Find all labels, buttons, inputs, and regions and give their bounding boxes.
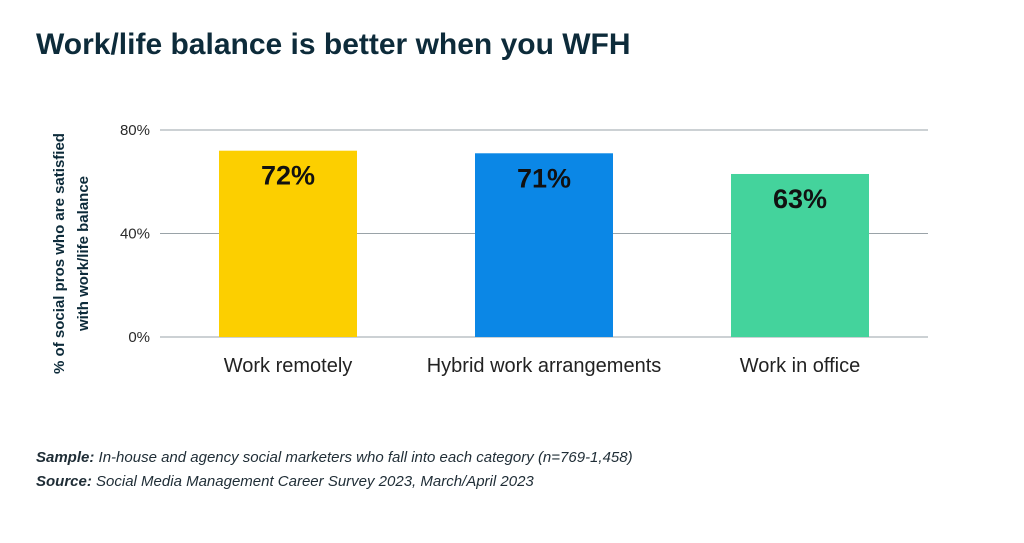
value-labels: 72% 71% 63%: [261, 161, 827, 214]
source-label: Source:: [36, 473, 92, 490]
category-label: Work remotely: [224, 355, 353, 377]
bar: [731, 173, 869, 337]
y-axis-label: % of social pros who are satisfied with w…: [51, 133, 92, 374]
chart-notes: Sample: In-house and agency social marke…: [36, 446, 633, 494]
x-tick-labels: Work remotely Hybrid work arrangements Wor…: [224, 355, 860, 377]
y-tick-label: 40%: [120, 226, 150, 243]
y-axis-label-line: with work/life balance: [75, 176, 92, 332]
y-tick-label: 80%: [120, 122, 150, 139]
y-tick-label: 0%: [128, 329, 150, 346]
bar: [219, 150, 357, 337]
category-label: Work in office: [740, 355, 860, 377]
category-label: Hybrid work arrangements: [427, 355, 662, 377]
bars: [219, 150, 869, 337]
bar-value-label: 72%: [261, 161, 315, 191]
y-tick-labels: 0% 40% 80%: [120, 122, 150, 346]
source-text: Social Media Management Career Survey 20…: [96, 473, 534, 490]
sample-label: Sample:: [36, 449, 95, 466]
y-axis-label-line: % of social pros who are satisfied: [51, 133, 68, 374]
bar-value-label: 63%: [773, 184, 827, 214]
sample-note: Sample: In-house and agency social marke…: [36, 446, 633, 470]
source-note: Source: Social Media Management Career S…: [36, 470, 633, 494]
sample-text: In-house and agency social marketers who…: [98, 449, 633, 466]
chart-title: Work/life balance is better when you WFH: [36, 28, 631, 61]
bar-value-label: 71%: [517, 163, 571, 193]
bar: [475, 153, 613, 337]
bar-chart: % of social pros who are satisfied with w…: [51, 122, 928, 377]
